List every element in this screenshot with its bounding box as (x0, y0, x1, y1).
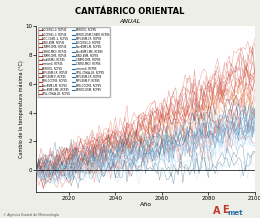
Text: met: met (228, 210, 243, 216)
Text: A: A (213, 206, 221, 216)
Y-axis label: Cambio de la temperatura máxima (°C): Cambio de la temperatura máxima (°C) (18, 60, 24, 158)
Legend: ACCESS1-0, RCP45, ACCESS1-3, RCP45, BCC-CSM1-1, RCP45, BNU-ESM, RCP45, CNRM-CM5,: ACCESS1-0, RCP45, ACCESS1-3, RCP45, BCC-… (38, 27, 110, 97)
Text: © Agencia Estatal de Meteorología: © Agencia Estatal de Meteorología (3, 213, 58, 217)
X-axis label: Año: Año (140, 202, 152, 207)
Text: CANTÁBRICO ORIENTAL: CANTÁBRICO ORIENTAL (75, 7, 185, 15)
Text: E: E (222, 205, 229, 215)
Text: ANUAL: ANUAL (119, 19, 141, 24)
